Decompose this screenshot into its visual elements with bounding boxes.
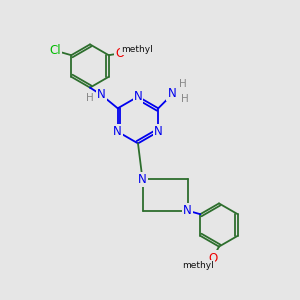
Text: H: H (179, 79, 187, 89)
Text: N: N (134, 90, 142, 103)
Text: O: O (116, 47, 125, 60)
Text: H: H (182, 94, 189, 104)
Text: N: N (167, 87, 176, 100)
Text: Cl: Cl (49, 44, 61, 57)
Text: O: O (208, 251, 217, 265)
Text: N: N (183, 204, 192, 217)
Text: N: N (113, 125, 122, 138)
Text: H: H (86, 93, 94, 103)
Text: methyl: methyl (182, 261, 214, 270)
Text: N: N (138, 173, 147, 186)
Text: methyl: methyl (121, 45, 152, 54)
Text: N: N (97, 88, 106, 101)
Text: N: N (154, 125, 163, 138)
